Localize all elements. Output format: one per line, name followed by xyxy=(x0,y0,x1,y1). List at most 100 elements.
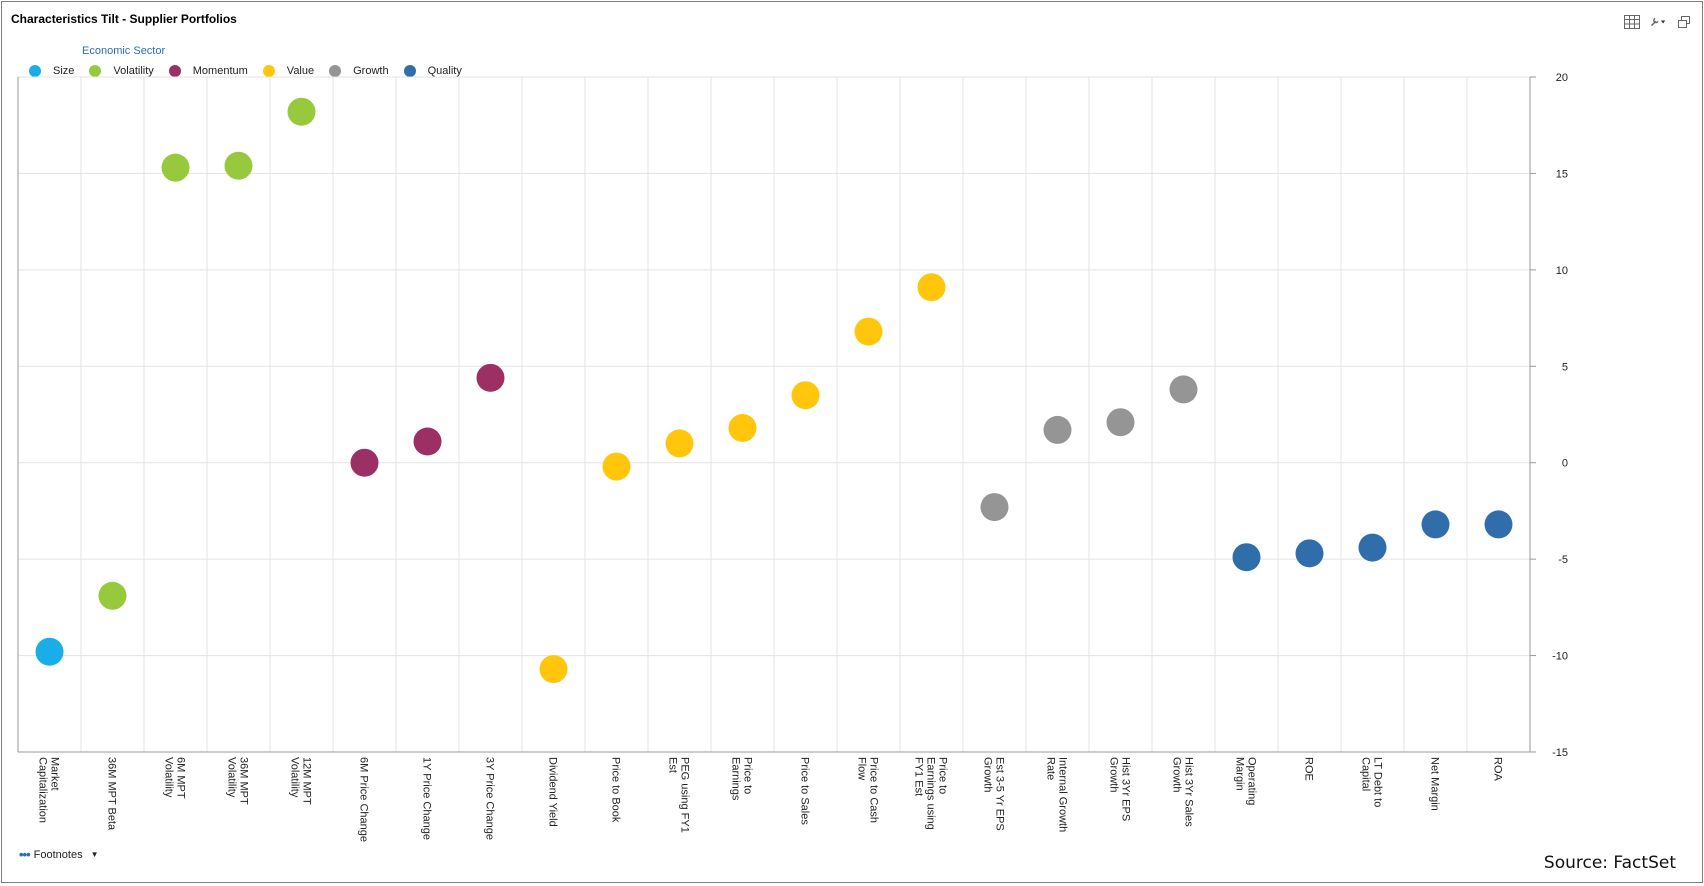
legend-item-growth[interactable]: Growth xyxy=(329,65,389,77)
legend-label: Momentum xyxy=(192,65,248,77)
x-tick-label: 36M MPTVolatility xyxy=(226,757,250,805)
data-point-volatility[interactable] xyxy=(161,153,190,182)
svg-text:MarketCapitalization: MarketCapitalization xyxy=(37,757,61,823)
svg-text:6M MPTVolatility: 6M MPTVolatility xyxy=(163,757,187,799)
svg-text:OperatingMargin: OperatingMargin xyxy=(1234,757,1258,805)
x-tick-label: Net Margin xyxy=(1429,757,1441,811)
legend-label: Quality xyxy=(427,65,462,77)
data-point-momentum[interactable] xyxy=(350,448,379,477)
svg-text:1Y Price Change: 1Y Price Change xyxy=(421,757,433,840)
svg-text:ROA: ROA xyxy=(1492,757,1504,782)
caret-down-icon: ▼ xyxy=(90,850,99,859)
y-tick-label: 5 xyxy=(1562,361,1568,373)
data-point-value[interactable] xyxy=(665,429,694,458)
data-point-value[interactable] xyxy=(539,655,568,684)
x-tick-label: Internal GrowthRate xyxy=(1045,757,1069,832)
y-tick-label: -15 xyxy=(1552,747,1568,759)
svg-text:Price toEarnings: Price toEarnings xyxy=(730,757,754,801)
data-point-growth[interactable] xyxy=(1169,375,1198,404)
data-point-quality[interactable] xyxy=(1232,543,1261,572)
restore-window-icon[interactable] xyxy=(1676,14,1692,30)
dots-icon: ••• xyxy=(19,847,31,862)
svg-text:36M MPTVolatility: 36M MPTVolatility xyxy=(226,757,250,805)
x-tick-label: Hist 3Yr EPSGrowth xyxy=(1108,757,1132,821)
x-tick-label: PEG using FY1Est xyxy=(667,757,691,833)
y-tick-label: 10 xyxy=(1556,265,1568,277)
svg-text:ROE: ROE xyxy=(1303,757,1315,781)
x-tick-label: MarketCapitalization xyxy=(37,757,61,823)
y-tick-label: -5 xyxy=(1558,554,1568,566)
svg-text:Hist 3Yr SalesGrowth: Hist 3Yr SalesGrowth xyxy=(1171,757,1195,827)
footnotes-label: Footnotes xyxy=(33,848,83,861)
data-point-value[interactable] xyxy=(854,317,883,346)
data-point-value[interactable] xyxy=(791,381,820,410)
x-tick-label: 36M MPT Beta xyxy=(106,757,118,831)
legend-title: Economic Sector xyxy=(82,45,166,57)
x-tick-label: 3Y Price Change xyxy=(484,757,496,840)
svg-text:3Y Price Change: 3Y Price Change xyxy=(484,757,496,840)
y-tick-label: 20 xyxy=(1556,72,1568,84)
svg-text:PEG using FY1Est: PEG using FY1Est xyxy=(667,757,691,833)
legend-item-value[interactable]: Value xyxy=(262,65,315,77)
data-point-volatility[interactable] xyxy=(224,151,253,180)
legend-label: Growth xyxy=(353,65,389,77)
x-tick-label: ROA xyxy=(1492,757,1504,782)
legend-swatch xyxy=(29,65,41,77)
x-tick-label: 1Y Price Change xyxy=(421,757,433,840)
x-tick-label: Hist 3Yr SalesGrowth xyxy=(1171,757,1195,827)
svg-text:6M Price Change: 6M Price Change xyxy=(358,757,370,842)
svg-text:Internal GrowthRate: Internal GrowthRate xyxy=(1045,757,1069,832)
legend-swatch xyxy=(168,65,181,77)
data-point-quality[interactable] xyxy=(1295,539,1324,568)
x-tick-label: 12M MPTVolatility xyxy=(289,757,313,805)
legend-label: Volatility xyxy=(113,65,154,77)
legend-label: Value xyxy=(286,65,315,77)
data-point-growth[interactable] xyxy=(1043,415,1072,444)
data-point-growth[interactable] xyxy=(980,493,1009,522)
data-point-quality[interactable] xyxy=(1358,533,1387,562)
data-point-growth[interactable] xyxy=(1106,408,1135,437)
x-tick-label: Est 3-5 Yr EPSGrowth xyxy=(982,757,1006,831)
svg-text:LT Debt toCapital: LT Debt toCapital xyxy=(1360,757,1384,807)
x-tick-label: 6M Price Change xyxy=(358,757,370,842)
legend-item-quality[interactable]: Quality xyxy=(403,65,462,77)
y-tick-label: 0 xyxy=(1562,458,1568,470)
data-point-volatility[interactable] xyxy=(287,97,316,126)
y-tick-label: 15 xyxy=(1556,168,1568,180)
data-point-value[interactable] xyxy=(602,452,631,481)
svg-text:Price to Book: Price to Book xyxy=(610,757,622,823)
legend-item-size[interactable]: Size xyxy=(29,65,74,77)
data-point-quality[interactable] xyxy=(1421,510,1450,539)
svg-text:Hist 3Yr EPSGrowth: Hist 3Yr EPSGrowth xyxy=(1108,757,1132,821)
svg-text:Price to CashFlow: Price to CashFlow xyxy=(856,757,880,823)
legend-label: Size xyxy=(53,65,75,77)
data-point-momentum[interactable] xyxy=(413,427,442,456)
data-point-value[interactable] xyxy=(728,414,757,442)
svg-text:Price to Sales: Price to Sales xyxy=(799,757,811,825)
x-tick-label: OperatingMargin xyxy=(1234,757,1258,805)
footnotes-toggle[interactable]: ••• Footnotes ▼ xyxy=(19,847,99,862)
data-point-quality[interactable] xyxy=(1484,510,1513,539)
data-point-value[interactable] xyxy=(917,273,946,302)
x-tick-label: Price to Sales xyxy=(799,757,811,825)
x-tick-label: Price toEarnings xyxy=(730,757,754,801)
data-point-momentum[interactable] xyxy=(476,363,505,392)
chart-toolbar xyxy=(1624,14,1692,30)
chart-title: Characteristics Tilt - Supplier Portfoli… xyxy=(11,12,237,26)
x-tick-label: Price to CashFlow xyxy=(856,757,880,823)
x-tick-label: Price to Book xyxy=(610,757,622,823)
legend-item-momentum[interactable]: Momentum xyxy=(168,65,248,77)
wrench-icon[interactable] xyxy=(1650,14,1666,30)
x-tick-label: LT Debt toCapital xyxy=(1360,757,1384,807)
source-note: Source: FactSet xyxy=(1543,853,1676,873)
grid-icon[interactable] xyxy=(1624,14,1640,30)
x-tick-label: ROE xyxy=(1303,757,1315,781)
legend-item-volatility[interactable]: Volatility xyxy=(89,65,154,77)
svg-text:Net Margin: Net Margin xyxy=(1429,757,1441,811)
legend: Size Volatility Momentum Value Growth Quality xyxy=(29,65,477,77)
data-point-size[interactable] xyxy=(35,637,64,666)
y-tick-label: -10 xyxy=(1552,651,1568,663)
legend-swatch xyxy=(329,65,342,77)
data-point-volatility[interactable] xyxy=(98,581,127,610)
